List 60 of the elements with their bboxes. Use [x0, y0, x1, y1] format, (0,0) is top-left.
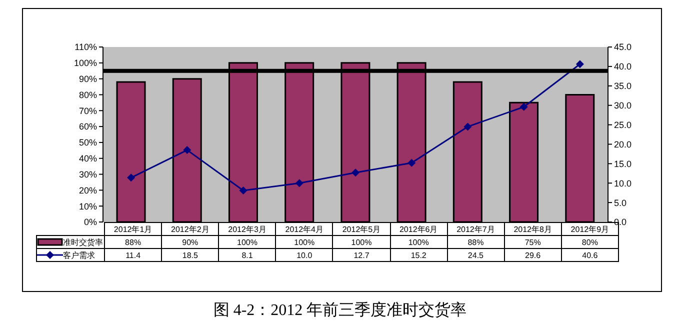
point: [352, 168, 360, 177]
y-tick-label: 20%: [78, 185, 97, 196]
data-label: 29.6: [504, 248, 562, 262]
x-tick-label: 2012年8月: [504, 222, 562, 236]
y-tick-label: 70%: [78, 106, 97, 116]
data-label: 10.0: [276, 248, 333, 262]
data-label: 100%: [218, 236, 276, 248]
data-label: 24.5: [447, 248, 504, 262]
y-tick-label: 30%: [78, 169, 97, 180]
data-label: 18.5: [162, 248, 219, 262]
point: [127, 174, 136, 182]
x-tick-label: 2012年7月: [447, 222, 504, 236]
data-label: 75%: [504, 236, 562, 248]
point: [239, 186, 248, 194]
data-label: 100%: [390, 236, 448, 248]
y2-tick-label: 10.0: [614, 178, 632, 188]
point: [520, 102, 528, 111]
data-label: 8.1: [218, 248, 276, 262]
x-tick-label: 2012年1月: [104, 222, 162, 236]
point: [183, 146, 192, 154]
y-tick-label: 50%: [78, 138, 97, 148]
data-label: 100%: [276, 236, 333, 248]
y-tick-label: 10%: [78, 201, 97, 212]
y2-tick-label: 25.0: [614, 120, 632, 130]
x-tick-label: 2012年6月: [390, 222, 448, 236]
y2-tick-label: 15.0: [614, 158, 632, 169]
x-tick-label: 2012年2月: [162, 222, 219, 236]
data-label: 100%: [332, 236, 390, 248]
y-tick-label: 80%: [78, 90, 97, 100]
y2-tick-label: 40.0: [614, 62, 632, 72]
x-tick-label: 2012年5月: [332, 222, 390, 236]
point: [295, 179, 304, 188]
data-label: 80%: [561, 236, 618, 248]
data-label: 15.2: [390, 248, 448, 262]
y2-tick-label: 5.0: [614, 198, 627, 208]
point: [464, 122, 472, 131]
y-tick-label: 100%: [74, 58, 97, 68]
data-label: 11.4: [104, 248, 162, 262]
point: [408, 158, 416, 167]
legend-label: 客户需求: [36, 248, 104, 262]
data-label: 88%: [447, 236, 504, 248]
data-label: 90%: [162, 236, 219, 248]
y2-tick-label: 30.0: [614, 100, 632, 111]
y2-tick-label: 45.0: [614, 42, 632, 52]
data-label: 12.7: [332, 248, 390, 262]
x-tick-label: 2012年3月: [218, 222, 276, 236]
data-label: 40.6: [561, 248, 618, 262]
point: [576, 60, 584, 68]
y2-tick-label: 35.0: [614, 81, 632, 92]
y2-tick-label: 20.0: [614, 139, 632, 150]
x-tick-label: 2012年4月: [276, 222, 333, 236]
data-label: 88%: [104, 236, 162, 248]
y-tick-label: 0%: [84, 217, 97, 228]
y-tick-label: 90%: [78, 74, 97, 84]
y-tick-label: 110%: [74, 42, 97, 52]
legend-label: 准时交货率: [36, 236, 104, 248]
y-tick-label: 60%: [78, 122, 97, 132]
x-tick-label: 2012年9月: [570, 224, 610, 234]
y-tick-label: 40%: [78, 154, 97, 164]
text: 图 4-2：2012 年前三季度准时交货率: [212, 300, 468, 321]
